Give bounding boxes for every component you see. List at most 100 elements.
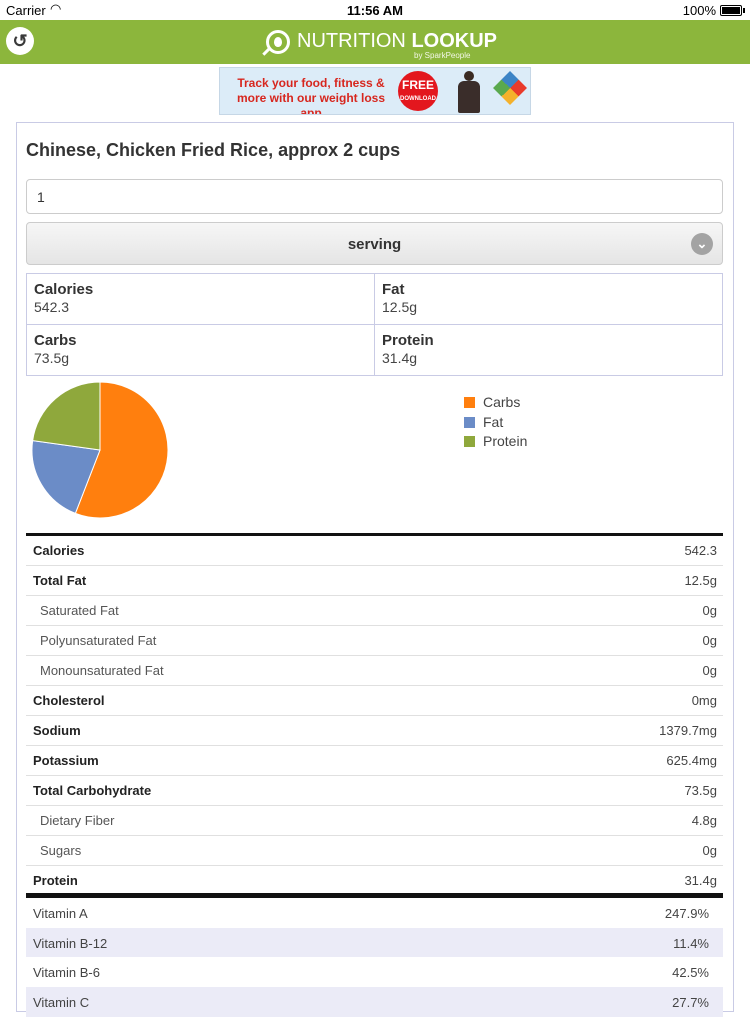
fact-row: Total Fat 12.5g — [26, 566, 723, 596]
fact-row: Protein 31.4g — [26, 866, 723, 896]
vitamin-row: Vitamin A 247.9% — [26, 898, 723, 928]
fact-label: Sodium — [33, 723, 81, 738]
quantity-input[interactable] — [26, 179, 723, 214]
fact-row: Monounsaturated Fat 0g — [26, 656, 723, 686]
vitamin-label: Vitamin B-6 — [33, 965, 100, 981]
fact-value: 0g — [702, 663, 717, 678]
fact-label: Sugars — [40, 843, 82, 858]
fact-label: Cholesterol — [33, 693, 105, 708]
sparkpeople-diamond-icon — [493, 71, 527, 105]
fitness-woman-image — [452, 71, 486, 113]
fact-row: Calories 542.3 — [26, 536, 723, 566]
macro-calories: Calories 542.3 — [27, 274, 375, 325]
fact-value: 542.3 — [684, 543, 717, 558]
chevron-down-icon: ⌄ — [691, 233, 713, 255]
fact-label: Total Fat — [33, 573, 87, 588]
legend-swatch — [464, 436, 475, 447]
fact-value: 4.8g — [691, 813, 717, 828]
fact-value: 0g — [702, 633, 717, 648]
pie-slice-fat — [31, 440, 101, 515]
logo-text: NUTRITION — [297, 30, 412, 52]
logo-byline: by SparkPeople — [414, 51, 471, 60]
badge-download: DOWNLOAD — [400, 96, 436, 102]
fact-value: 0g — [702, 603, 717, 618]
legend-label: Fat — [483, 413, 504, 430]
fact-row: Potassium 625.4mg — [26, 746, 723, 776]
pie-slice-protein — [32, 381, 101, 451]
macro-value: 73.5g — [34, 350, 70, 366]
fact-row: Cholesterol 0mg — [26, 686, 723, 716]
status-bar: Carrier ◠ 11:56 AM 100% — [0, 0, 750, 20]
pie-slice-carbs — [74, 381, 169, 519]
macro-carbs: Carbs 73.5g — [27, 325, 375, 376]
vitamin-label: Vitamin A — [33, 906, 88, 921]
vitamin-label: Vitamin C — [33, 995, 90, 1011]
magnifier-apple-icon — [266, 30, 290, 54]
unit-select[interactable]: serving ⌄ — [26, 222, 723, 265]
battery-icon — [720, 5, 745, 16]
ad-banner[interactable]: Track your food, fitness & more with our… — [219, 67, 531, 115]
fact-label: Total Carbohydrate — [33, 783, 152, 798]
app-header: ↺ NUTRITION LOOKUP by SparkPeople — [0, 20, 750, 64]
legend-label: Carbs — [483, 394, 521, 410]
clock: 11:56 AM — [347, 3, 403, 18]
legend-item-protein: Protein — [464, 433, 527, 453]
macro-value: 12.5g — [382, 299, 418, 315]
fact-value: 1379.7mg — [659, 723, 717, 738]
fact-label: Polyunsaturated Fat — [40, 633, 157, 648]
macro-value: 31.4g — [382, 350, 418, 366]
back-button[interactable]: ↺ — [6, 27, 34, 55]
pie-legend: Carbs Fat Protein — [464, 394, 527, 453]
macro-fat: Fat 12.5g — [375, 274, 723, 325]
macro-label: Calories — [34, 281, 94, 298]
vitamin-row: Vitamin B-12 11.4% — [26, 927, 723, 958]
fact-label: Saturated Fat — [40, 603, 119, 618]
fact-label: Protein — [33, 873, 78, 888]
vitamin-row: Vitamin C 27.7% — [26, 987, 723, 1017]
food-title: Chinese, Chicken Fried Rice, approx 2 cu… — [26, 140, 401, 160]
fact-value: 0g — [702, 843, 717, 858]
badge-free: FREE — [401, 78, 434, 92]
fact-value: 0mg — [691, 693, 717, 708]
carrier-label: Carrier — [6, 3, 46, 18]
logo-text-bold: LOOKUP — [411, 30, 497, 52]
unit-value: serving — [347, 236, 402, 253]
fact-label: Monounsaturated Fat — [40, 663, 164, 678]
legend-swatch — [464, 416, 475, 428]
vitamin-value: 11.4% — [673, 935, 709, 951]
macro-label: Protein — [382, 332, 434, 349]
vitamin-value: 247.9% — [664, 906, 709, 921]
fact-row: Sodium 1379.7mg — [26, 716, 723, 746]
legend-label: Protein — [483, 433, 528, 449]
free-download-badge: FREE DOWNLOAD — [398, 71, 438, 111]
fact-row: Sugars 0g — [26, 836, 723, 866]
legend-swatch — [464, 397, 475, 408]
vitamin-row: Vitamin B-6 42.5% — [26, 957, 723, 987]
fact-label: Calories — [33, 543, 85, 558]
macro-label: Fat — [382, 281, 405, 298]
vitamins-table: Vitamin A 247.9% Vitamin B-12 11.4% Vitamin … — [26, 893, 723, 1017]
ad-text: Track your food, fitness & more with our… — [236, 76, 385, 115]
vitamin-label: Vitamin B-12 — [33, 935, 108, 951]
macro-value: 542.3 — [34, 299, 70, 315]
wifi-icon: ◠ — [50, 1, 62, 16]
fact-value: 73.5g — [684, 783, 717, 798]
fact-row: Saturated Fat 0g — [26, 596, 723, 626]
fact-row: Total Carbohydrate 73.5g — [26, 776, 723, 806]
macro-summary-grid: Calories 542.3 Fat 12.5g Carbs 73.5g Pro… — [26, 273, 723, 376]
nutrition-facts-table: Calories 542.3 Total Fat 12.5g Saturated Fat… — [26, 533, 723, 896]
fact-label: Dietary Fiber — [40, 813, 115, 828]
legend-item-fat: Fat — [464, 414, 527, 434]
macro-label: Carbs — [34, 332, 77, 349]
fact-value: 31.4g — [684, 873, 717, 888]
fact-row: Dietary Fiber 4.8g — [26, 806, 723, 836]
fact-row: Polyunsaturated Fat 0g — [26, 626, 723, 656]
fact-value: 12.5g — [684, 573, 717, 588]
fact-label: Potassium — [33, 753, 99, 768]
battery-percent: 100% — [682, 3, 716, 18]
macro-protein: Protein 31.4g — [375, 325, 723, 376]
vitamin-value: 27.7% — [672, 995, 709, 1011]
fact-value: 625.4mg — [666, 753, 717, 768]
legend-item-carbs: Carbs — [464, 394, 527, 414]
macro-pie-chart — [31, 381, 169, 519]
